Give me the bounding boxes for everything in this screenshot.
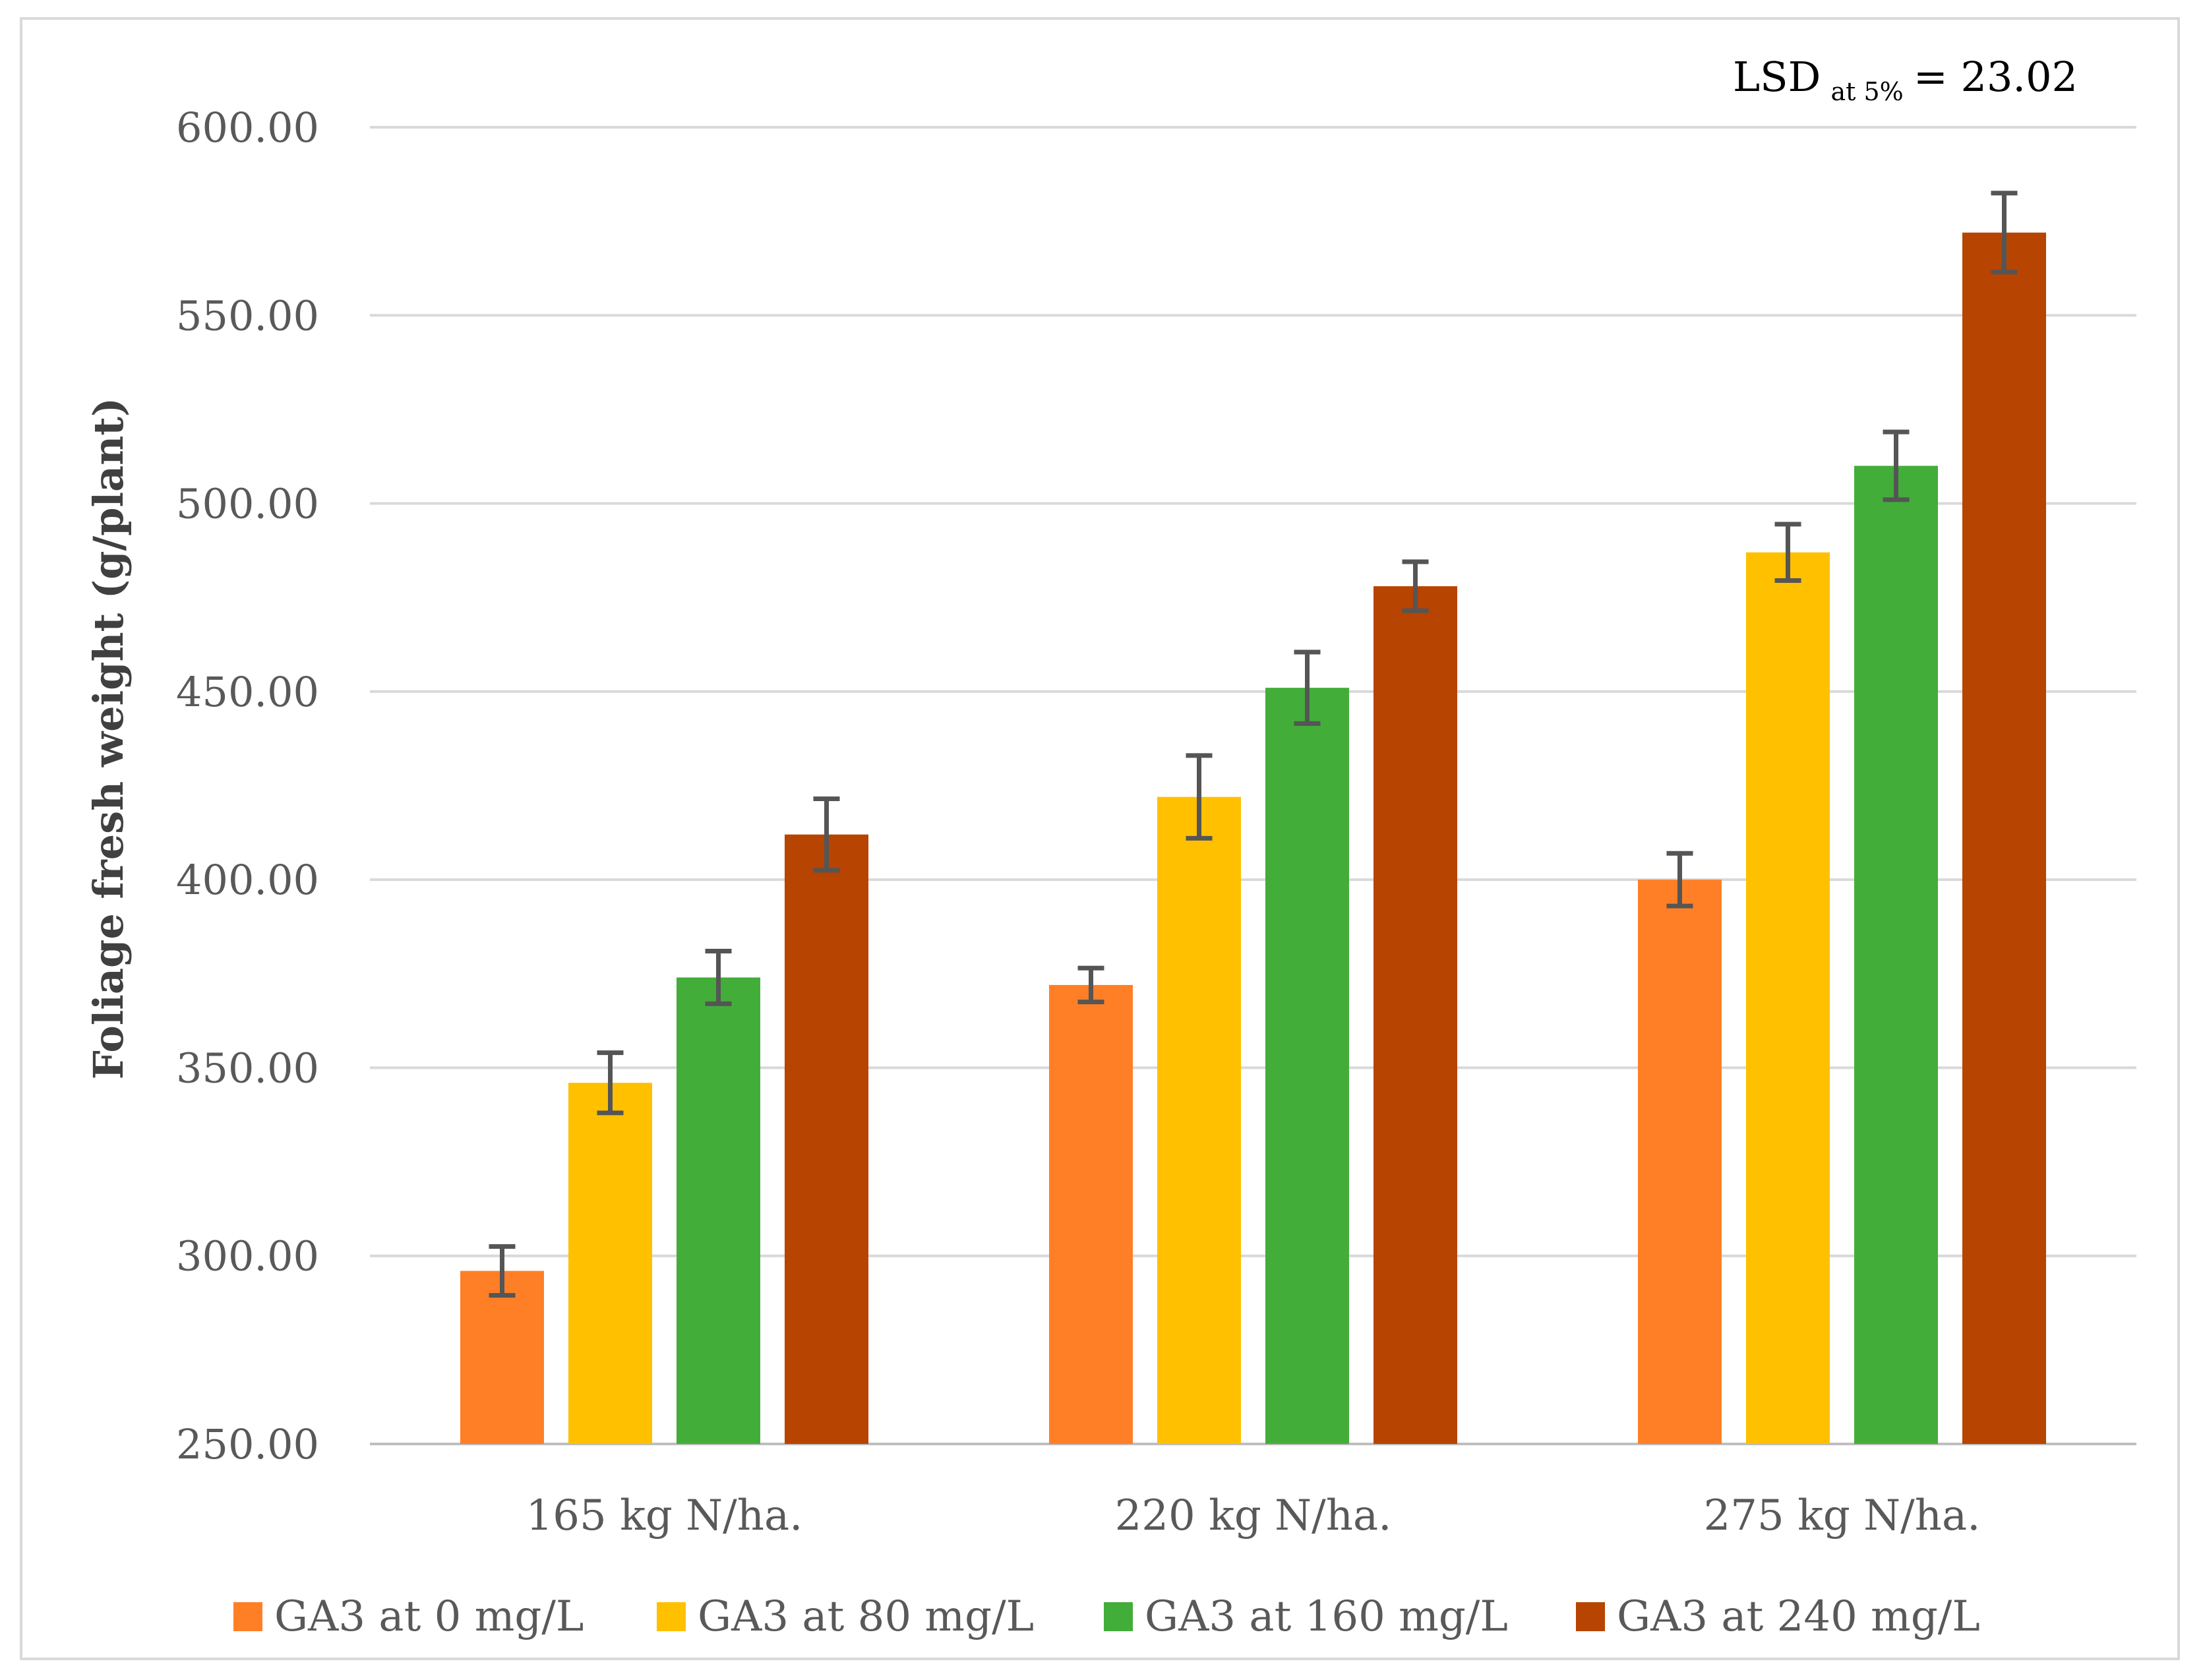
x-category-label: 165 kg N/ha. — [526, 1491, 803, 1540]
y-axis-ticks: 250.00 300.00 350.00 400.00 450.00 500.00 550.… — [176, 104, 319, 1468]
y-tick-label: 350.00 — [176, 1044, 319, 1092]
legend-label: GA3 at 80 mg/L — [698, 1592, 1034, 1641]
bar — [1962, 232, 2046, 1444]
bar — [785, 834, 868, 1444]
error-bar — [597, 1050, 624, 1116]
error-bar — [1991, 191, 2018, 275]
legend-swatch — [233, 1602, 262, 1631]
legend-item: GA3 at 80 mg/L — [657, 1592, 1034, 1641]
legend-item: GA3 at 0 mg/L — [233, 1592, 584, 1641]
lsd-main: LSD — [1733, 53, 1821, 101]
legend-swatch — [1104, 1602, 1133, 1631]
lsd-annotation: LSD at 5% = 23.02 — [1733, 53, 2078, 106]
error-bar — [705, 949, 732, 1006]
legend-swatch — [1576, 1602, 1605, 1631]
bar — [568, 1083, 652, 1444]
legend: GA3 at 0 mg/L GA3 at 80 mg/L GA3 at 160 mg… — [233, 1592, 1980, 1641]
bar — [1854, 465, 1938, 1444]
lsd-subscript: at 5% — [1830, 77, 1903, 106]
bar-chart: 250.00 300.00 350.00 400.00 450.00 500.00 550.… — [84, 53, 2136, 1641]
x-axis-categories: 165 kg N/ha. 220 kg N/ha. 275 kg N/ha. — [526, 1491, 1981, 1540]
y-tick-label: 600.00 — [176, 104, 319, 152]
legend-label: GA3 at 240 mg/L — [1617, 1592, 1980, 1641]
y-tick-label: 450.00 — [176, 668, 319, 716]
error-bars — [489, 191, 2018, 1298]
y-tick-label: 400.00 — [176, 856, 319, 904]
lsd-value: = 23.02 — [1914, 53, 2078, 101]
legend-item: GA3 at 160 mg/L — [1104, 1592, 1508, 1641]
error-bar — [1774, 522, 1801, 584]
error-bar — [1666, 851, 1693, 909]
error-bar — [1402, 559, 1429, 613]
y-tick-label: 250.00 — [176, 1420, 319, 1468]
legend-label: GA3 at 160 mg/L — [1145, 1592, 1508, 1641]
bar — [460, 1271, 544, 1444]
bars — [460, 232, 2046, 1444]
bar — [1638, 880, 1722, 1444]
legend-label: GA3 at 0 mg/L — [274, 1592, 584, 1641]
y-tick-label: 500.00 — [176, 480, 319, 528]
chart-frame: 250.00 300.00 350.00 400.00 450.00 500.00 550.… — [20, 17, 2180, 1660]
bar — [1157, 796, 1241, 1444]
gridlines — [370, 126, 2136, 1445]
bar — [1265, 688, 1349, 1444]
bar — [1373, 586, 1457, 1444]
legend-item: GA3 at 240 mg/L — [1576, 1592, 1980, 1641]
error-bar — [1883, 429, 1910, 502]
bar — [1746, 552, 1830, 1444]
x-category-label: 275 kg N/ha. — [1704, 1491, 1981, 1540]
error-bar — [489, 1244, 516, 1298]
error-bar — [813, 796, 840, 873]
legend-swatch — [657, 1602, 686, 1631]
error-bar — [1077, 965, 1104, 1005]
bar — [677, 977, 760, 1444]
error-bar — [1186, 753, 1213, 841]
y-tick-label: 550.00 — [176, 291, 319, 340]
y-tick-label: 300.00 — [176, 1232, 319, 1280]
error-bar — [1294, 649, 1321, 726]
x-category-label: 220 kg N/ha. — [1115, 1491, 1392, 1540]
y-axis-label: Foliage fresh weight (g/plant) — [84, 398, 133, 1079]
bar — [1049, 984, 1133, 1444]
